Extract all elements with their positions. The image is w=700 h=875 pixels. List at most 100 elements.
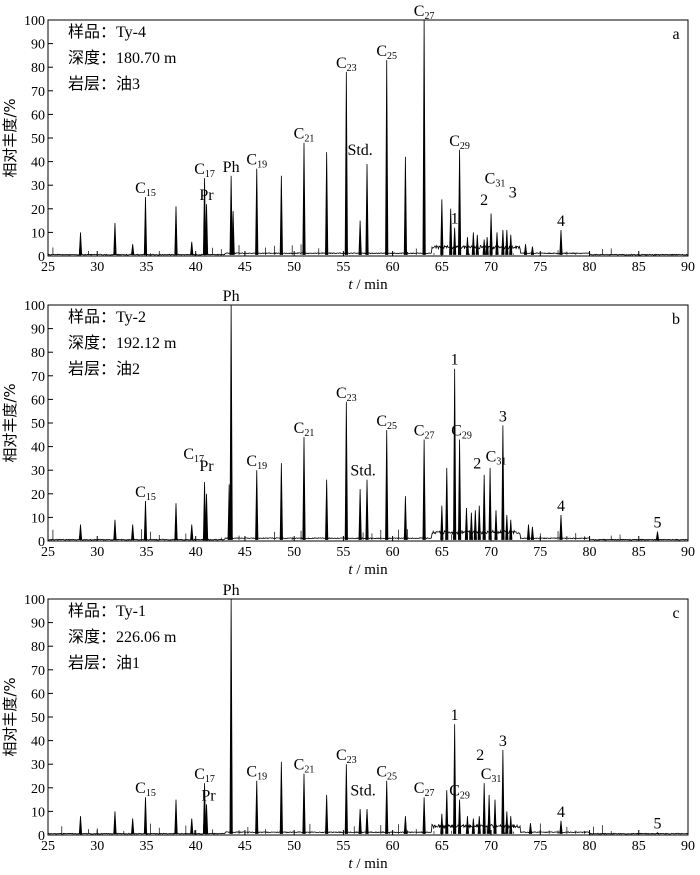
chromatogram-peak [358, 220, 362, 255]
y-tick-label: 70 [31, 664, 45, 679]
peak-label: C21 [294, 757, 315, 776]
x-tick-label: 40 [189, 839, 203, 854]
y-tick-label: 30 [31, 758, 45, 773]
x-tick-label: 25 [41, 545, 55, 560]
chromatogram-peak [231, 211, 235, 255]
chromatogram-peak [471, 818, 475, 834]
y-tick-label: 100 [24, 593, 45, 608]
chromatogram-peak [526, 524, 531, 540]
chromatogram-peak [358, 809, 362, 834]
y-tick-label: 40 [31, 156, 45, 171]
peak-label: Std. [347, 142, 372, 159]
chromatogram-peak [655, 832, 659, 835]
x-tick-label: 85 [632, 545, 646, 560]
peak-label: 1 [451, 707, 459, 724]
chromatogram-peak [255, 470, 259, 540]
chromatogram-peak [457, 439, 462, 540]
x-tick-label: 40 [189, 545, 203, 560]
y-tick-label: 0 [38, 829, 45, 844]
y-tick-label: 50 [31, 132, 45, 147]
y-axis-label: 相对丰度/% [1, 677, 19, 756]
peak-label: 2 [476, 747, 484, 764]
chromatogram-peak [143, 196, 148, 255]
depth-info: 深度：180.70 m [68, 49, 177, 67]
y-tick-label: 50 [31, 417, 45, 432]
y-tick-label: 10 [31, 226, 45, 241]
x-tick-label: 80 [583, 545, 597, 560]
panel-letter: a [672, 26, 679, 43]
chromatogram-peak [509, 816, 513, 834]
chromatogram-peak [325, 152, 329, 255]
chromatogram-peak [174, 206, 178, 255]
chromatogram-peak [465, 237, 470, 255]
sample-info: 样品：Ty-1 [68, 602, 146, 620]
peak-label: C23 [336, 385, 357, 404]
chromatogram-peak [422, 439, 426, 540]
peak-label: C31 [486, 448, 507, 467]
chromatogram-peak [344, 401, 348, 540]
chromatogram-peak [471, 232, 475, 255]
chromatogram-peak [559, 820, 563, 834]
chromatogram-peak [469, 512, 473, 540]
x-tick-label: 35 [139, 545, 153, 560]
peak-label: C23 [336, 55, 357, 74]
chromatogram-peak [505, 230, 509, 255]
chromatogram-peak [204, 804, 209, 834]
y-tick-label: 40 [31, 441, 45, 456]
chromatogram-peak [465, 816, 470, 834]
peak-label: C29 [451, 423, 472, 442]
chromatogram-peak [440, 505, 444, 540]
chromatogram-peak [302, 773, 306, 834]
chromatogram-peak [440, 813, 444, 834]
peak-label: C17 [194, 161, 215, 180]
peak-label: Ph [223, 582, 240, 599]
chromatogram-peak [482, 783, 486, 834]
x-tick-label: 50 [287, 839, 301, 854]
chromatogram-peak [365, 479, 369, 540]
x-tick-label: 70 [484, 839, 498, 854]
x-tick-label: 45 [238, 260, 252, 275]
y-tick-label: 60 [31, 393, 45, 408]
x-tick-label: 45 [238, 839, 252, 854]
layer-info: 岩层：油2 [68, 360, 140, 378]
y-axis-label: 相对丰度/% [1, 383, 19, 462]
panel-letter: c [672, 605, 679, 622]
chromatogram-peak [530, 246, 535, 255]
chromatogram-peak [453, 368, 457, 540]
peak-label: Std. [350, 783, 375, 800]
chromatogram-peak [174, 799, 178, 834]
x-tick-label: 80 [583, 260, 597, 275]
x-tick-label: 25 [41, 260, 55, 275]
chromatogram-peak [365, 163, 369, 255]
peak-label: 4 [557, 498, 565, 515]
chromatogram-peak [501, 425, 505, 540]
chromatogram-peak [505, 515, 509, 540]
y-tick-label: 80 [31, 61, 45, 76]
x-tick-label: 90 [681, 839, 695, 854]
x-tick-label: 40 [189, 260, 203, 275]
y-tick-label: 40 [31, 735, 45, 750]
peak-label: C17 [183, 446, 204, 465]
sample-info: 样品：Ty-4 [68, 23, 146, 41]
chromatogram-peak [489, 213, 493, 255]
peak-label: C15 [135, 780, 156, 799]
x-tick-label: 75 [533, 545, 547, 560]
peak-label: C31 [485, 171, 506, 190]
chromatogram-peak [445, 790, 449, 834]
y-tick-label: 90 [31, 38, 45, 53]
chromatogram-peak [78, 232, 83, 255]
layer-info: 岩层：油1 [68, 654, 140, 672]
peak-label: C15 [135, 180, 156, 199]
peak-label: 2 [480, 192, 488, 209]
chromatogram-peak [302, 142, 306, 255]
chromatogram-peak [302, 437, 306, 540]
peak-label: 3 [509, 185, 517, 202]
chromatogram-peak [113, 811, 117, 834]
chromatogram-peak [255, 780, 259, 834]
peak-label: C17 [194, 766, 215, 785]
chromatogram-peak [344, 764, 348, 834]
chromatogram-peak [229, 175, 233, 255]
peak-label: Pr [201, 787, 216, 804]
chromatogram-peak [495, 232, 499, 255]
chromatogram-peak [202, 481, 207, 540]
